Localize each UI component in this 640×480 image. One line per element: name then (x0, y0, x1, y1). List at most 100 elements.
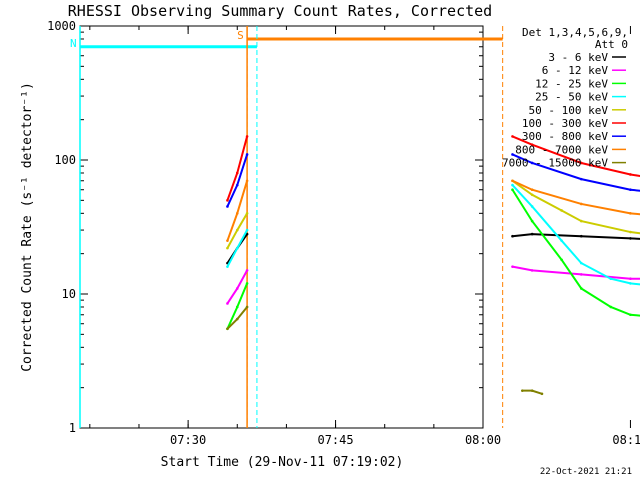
data-point (226, 205, 229, 208)
data-point (609, 277, 613, 281)
series-line (226, 154, 249, 207)
x-axis-label: Start Time (29-Nov-11 07:19:02) (161, 455, 404, 470)
data-point (235, 246, 239, 250)
legend-entry: 50 - 100 keV (529, 104, 609, 117)
data-point (629, 282, 632, 285)
data-point (511, 179, 514, 183)
series-line (511, 189, 640, 317)
data-point (511, 265, 514, 268)
data-point (235, 228, 239, 232)
data-point (579, 261, 583, 265)
data-point (511, 188, 514, 192)
data-point (560, 209, 563, 212)
data-point (629, 277, 632, 281)
data-point (629, 237, 632, 240)
legend-header: Att 0 (595, 38, 628, 51)
data-point (629, 188, 632, 192)
data-point (530, 193, 534, 197)
data-point (226, 199, 229, 202)
data-point (579, 219, 583, 223)
x-tick-label: 08:00 (465, 433, 501, 447)
data-point (511, 183, 514, 187)
data-point (245, 212, 249, 215)
data-point (511, 153, 514, 156)
plot-frame (79, 25, 484, 429)
data-point (579, 234, 583, 238)
data-point (245, 282, 249, 285)
data-point (629, 212, 632, 215)
data-point (511, 234, 514, 238)
chart-title: RHESSI Observing Summary Count Rates, Co… (68, 2, 492, 20)
data-point (235, 171, 239, 175)
timestamp: 22-Oct-2021 21:21 (540, 467, 632, 477)
data-point (530, 143, 534, 147)
legend-entry: 25 - 50 keV (535, 91, 608, 104)
data-point (560, 258, 563, 262)
data-point (245, 179, 249, 183)
legend-entry: 6 - 12 keV (542, 64, 609, 77)
data-point (560, 239, 563, 242)
data-point (235, 317, 239, 321)
data-point (530, 219, 534, 223)
data-point (609, 305, 613, 309)
data-point (226, 302, 229, 305)
data-point (235, 212, 239, 215)
series-line (226, 269, 248, 305)
series-line (512, 135, 640, 178)
data-point (245, 269, 249, 272)
data-point (245, 153, 249, 156)
data-point (530, 205, 534, 208)
series-line (512, 179, 640, 216)
data-point (530, 161, 534, 165)
data-point (245, 228, 249, 232)
data-point (629, 230, 632, 234)
data-point (530, 188, 534, 192)
data-point (530, 389, 534, 392)
x-tick-label: 07:30 (170, 433, 206, 447)
data-point (245, 135, 249, 138)
data-point (226, 265, 229, 268)
data-point (579, 273, 583, 276)
series-line (512, 153, 640, 192)
data-point (226, 327, 229, 331)
legend-entry: 800 - 7000 keV (515, 143, 608, 156)
data-point (579, 287, 583, 290)
data-point (511, 135, 514, 138)
x-tick-label: 07:45 (317, 433, 353, 447)
plot-area: 110100100007:3007:4508:0008:1508:3008:45… (47, 19, 640, 447)
data-point (521, 389, 524, 392)
y-axis-label: Corrected Count Rate (s⁻¹ detector⁻¹) (20, 82, 35, 372)
data-point (629, 313, 632, 317)
data-point (235, 305, 239, 309)
y-tick-label: 1000 (47, 19, 76, 33)
legend-entry: 300 - 800 keV (522, 130, 608, 143)
data-point (530, 232, 534, 236)
data-point (579, 161, 583, 165)
y-tick-label: 10 (62, 287, 76, 301)
data-point (245, 305, 249, 309)
data-point (530, 269, 534, 272)
legend-entry: 100 - 300 keV (522, 117, 608, 130)
data-point (579, 177, 583, 181)
data-point (579, 202, 583, 206)
interval-label: N (70, 37, 77, 50)
series-line (511, 179, 640, 235)
legend-entry: 7000 - 15000 keV (502, 157, 608, 170)
y-tick-label: 1 (69, 421, 76, 435)
legend-entry: 3 - 6 keV (548, 51, 608, 64)
data-point (540, 392, 544, 396)
data-point (629, 173, 632, 176)
interval-label: S (237, 29, 244, 42)
legend-header: Det 1,3,4,5,6,9, (522, 26, 628, 39)
data-point (245, 232, 249, 236)
series-line (512, 233, 640, 240)
data-point (235, 287, 239, 290)
data-point (235, 183, 239, 187)
data-point (226, 239, 229, 242)
series-line (512, 265, 640, 280)
x-tick-label: 08:15 (612, 433, 640, 447)
y-tick-label: 100 (54, 153, 76, 167)
legend-entry: 12 - 25 keV (535, 77, 608, 90)
data-point (226, 246, 229, 250)
